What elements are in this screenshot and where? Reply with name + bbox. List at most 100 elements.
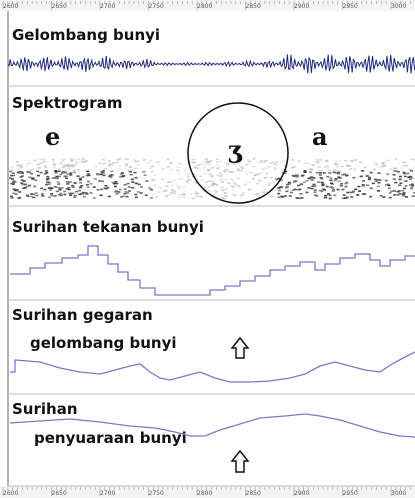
spectrogram-cell: [344, 197, 347, 199]
spectrogram-cell: [178, 178, 181, 180]
spectrogram-cell: [150, 165, 153, 167]
spectrogram-cell: [216, 168, 219, 170]
spectrogram-cell: [22, 187, 25, 189]
spectrogram-cell: [239, 165, 242, 167]
spectrogram-cell: [229, 171, 232, 173]
spectrogram-cell: [401, 168, 404, 170]
spectrogram-cell: [26, 195, 29, 197]
spectrogram-cell: [153, 184, 156, 186]
spectrogram-cell: [140, 186, 143, 188]
spectrogram-cell: [166, 185, 169, 187]
spectrogram-cell: [67, 187, 70, 189]
spectrogram-cell: [32, 197, 35, 199]
spectrogram-cell: [309, 172, 312, 174]
spectrogram-cell: [234, 194, 237, 196]
spectrogram-cell: [179, 163, 182, 165]
spectrogram-cell: [22, 184, 25, 186]
spectrogram-cell: [136, 161, 139, 163]
spectrogram-cell: [36, 195, 39, 197]
spectrogram-cell: [58, 187, 61, 189]
spectrogram-cell: [286, 184, 289, 186]
spectrogram-cell: [265, 173, 268, 175]
spectrogram-cell: [70, 160, 73, 162]
spectrogram-cell: [262, 168, 265, 170]
spectrogram-cell: [330, 178, 333, 180]
spectrogram-cell: [314, 194, 317, 196]
spectrogram-cell: [411, 186, 414, 188]
ruler-label: 3000: [391, 490, 406, 497]
spectrogram-cell: [336, 170, 339, 172]
spectrogram-cell: [23, 180, 26, 182]
spectrogram-cell: [382, 196, 385, 198]
spectrogram-cell: [173, 193, 176, 195]
spectrogram-cell: [291, 159, 294, 161]
spectrogram-cell: [326, 176, 329, 178]
ruler-label: 2650: [52, 3, 67, 10]
spectrogram-cell: [327, 167, 330, 169]
spectrogram-cell: [167, 165, 170, 167]
spectrogram-cell: [82, 176, 85, 178]
spectrogram-cell: [59, 193, 62, 195]
spectrogram-cell: [12, 180, 15, 182]
spectrogram-cell: [47, 178, 50, 180]
spectrogram-cell: [125, 165, 128, 167]
spectrogram-cell: [376, 164, 379, 166]
spectrogram-cell: [58, 176, 61, 178]
spectrogram-cell: [17, 165, 20, 167]
spectrogram-cell: [341, 189, 344, 191]
arrow-icon: [232, 451, 248, 472]
spectrogram-cell: [78, 190, 81, 192]
spectrogram-cell: [78, 159, 81, 161]
spectrogram-cell: [126, 196, 129, 198]
spectrogram-cell: [45, 170, 48, 172]
spectrogram-cell: [354, 169, 357, 171]
spectrogram-cell: [260, 172, 263, 174]
spectrogram-cell: [41, 193, 44, 195]
spectrogram-cell: [14, 190, 17, 192]
spectrogram-cell: [59, 189, 62, 191]
spectrogram-cell: [188, 173, 191, 175]
spectrogram-cell: [388, 187, 391, 189]
spectrogram-cell: [314, 191, 317, 193]
spectrogram-cell: [324, 195, 327, 197]
spectrogram-cell: [300, 197, 303, 199]
spectrogram-cell: [240, 170, 243, 172]
spectrogram-cell: [66, 170, 69, 172]
spectrogram-cell: [195, 197, 198, 199]
spectrogram-cell: [304, 170, 307, 172]
spectrogram-cell: [370, 172, 373, 174]
spectrogram-cell: [270, 177, 273, 179]
spectrogram-cell: [204, 173, 207, 175]
spectrogram-cell: [186, 181, 189, 183]
spectrogram-cell: [192, 198, 195, 200]
spectrogram-cell: [298, 161, 301, 163]
spectrogram-cell: [410, 188, 413, 190]
spectrogram-cell: [330, 183, 333, 185]
spectrogram-cell: [358, 190, 361, 192]
spectrogram-cell: [196, 193, 199, 195]
spectrogram-cell: [55, 186, 58, 188]
spectrogram-cell: [256, 183, 259, 185]
spectrogram-cell: [147, 162, 150, 164]
spectrogram-cell: [100, 195, 103, 197]
spectrogram-cell: [335, 160, 338, 162]
spectrogram-cell: [224, 192, 227, 194]
spectrogram-cell: [186, 197, 189, 199]
spectrogram-cell: [313, 177, 316, 179]
spectrogram-cell: [88, 175, 91, 177]
spectrogram-cell: [30, 170, 33, 172]
spectrogram-cell: [11, 197, 14, 199]
spectrogram-cell: [290, 163, 293, 165]
spectrogram-cell: [100, 174, 103, 176]
spectrogram-cell: [58, 170, 61, 172]
spectrogram-cell: [386, 173, 389, 175]
spectrogram-cell: [44, 166, 47, 168]
spectrogram-cell: [412, 195, 415, 197]
spectrogram-cell: [233, 182, 236, 184]
spectrogram-cell: [55, 172, 58, 174]
spectrogram-cell: [110, 164, 113, 166]
spectrogram-cell: [153, 179, 156, 181]
spectrogram-cell: [366, 175, 369, 177]
spectrogram-cell: [144, 174, 147, 176]
spectrogram-cell: [224, 162, 227, 164]
